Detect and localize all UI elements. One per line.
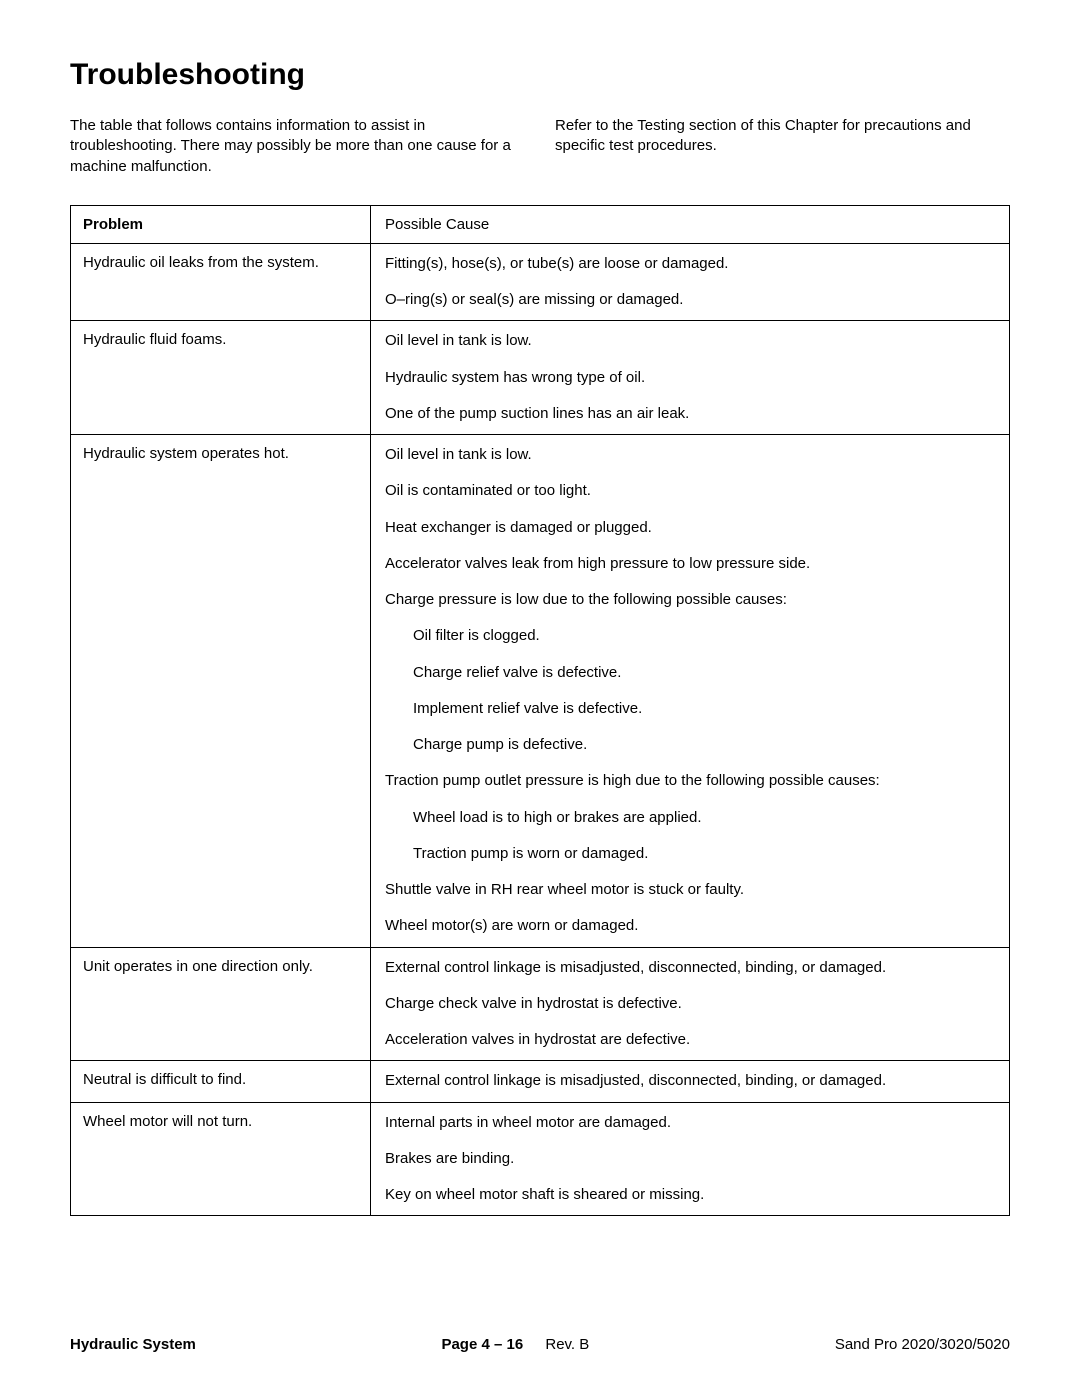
cause-line: Fitting(s), hose(s), or tube(s) are loos… xyxy=(385,254,995,274)
footer-right: Sand Pro 2020/3020/5020 xyxy=(835,1336,1010,1353)
footer-revision: Rev. B xyxy=(545,1336,589,1353)
cause-line: Oil level in tank is low. xyxy=(385,445,995,465)
cause-line: External control linkage is misadjusted,… xyxy=(385,958,995,978)
intro-left: The table that follows contains informat… xyxy=(70,116,525,177)
header-cause: Possible Cause xyxy=(371,205,1010,243)
sub-cause-line: Implement relief valve is defective. xyxy=(385,699,995,719)
footer-center: Page 4 – 16 Rev. B xyxy=(441,1336,589,1353)
problem-cell: Wheel motor will not turn. xyxy=(71,1102,371,1216)
sub-cause-line: Charge pump is defective. xyxy=(385,735,995,755)
cause-line: Acceleration valves in hydrostat are def… xyxy=(385,1030,995,1050)
sub-cause-line: Oil filter is clogged. xyxy=(385,626,995,646)
cause-line: Shuttle valve in RH rear wheel motor is … xyxy=(385,880,995,900)
cause-line: Accelerator valves leak from high pressu… xyxy=(385,554,995,574)
cause-line: One of the pump suction lines has an air… xyxy=(385,404,995,424)
sub-cause-line: Charge relief valve is defective. xyxy=(385,663,995,683)
page-footer: Hydraulic System Page 4 – 16 Rev. B Sand… xyxy=(70,1336,1010,1353)
problem-cell: Unit operates in one direction only. xyxy=(71,947,371,1061)
footer-page-number: Page 4 – 16 xyxy=(441,1336,523,1353)
header-problem: Problem xyxy=(71,205,371,243)
cause-cell: External control linkage is misadjusted,… xyxy=(371,1061,1010,1102)
table-row: Hydraulic fluid foams.Oil level in tank … xyxy=(71,321,1010,435)
sub-cause-line: Wheel load is to high or brakes are appl… xyxy=(385,808,995,828)
cause-cell: Fitting(s), hose(s), or tube(s) are loos… xyxy=(371,243,1010,321)
cause-line: Charge pressure is low due to the follow… xyxy=(385,590,995,610)
cause-line: Wheel motor(s) are worn or damaged. xyxy=(385,916,995,936)
cause-line: Key on wheel motor shaft is sheared or m… xyxy=(385,1185,995,1205)
troubleshooting-table: Problem Possible Cause Hydraulic oil lea… xyxy=(70,205,1010,1217)
cause-line: Hydraulic system has wrong type of oil. xyxy=(385,368,995,388)
cause-cell: Oil level in tank is low. Hydraulic syste… xyxy=(371,321,1010,435)
page: Troubleshooting The table that follows c… xyxy=(0,0,1080,1397)
problem-cell: Neutral is difficult to find. xyxy=(71,1061,371,1102)
table-row: Wheel motor will not turn. Internal parts… xyxy=(71,1102,1010,1216)
table-header-row: Problem Possible Cause xyxy=(71,205,1010,243)
cause-cell: External control linkage is misadjusted,… xyxy=(371,947,1010,1061)
problem-cell: Hydraulic fluid foams. xyxy=(71,321,371,435)
intro-columns: The table that follows contains informat… xyxy=(70,116,1010,177)
problem-cell: Hydraulic system operates hot. xyxy=(71,435,371,948)
table-row: Neutral is difficult to find. External co… xyxy=(71,1061,1010,1102)
cause-line: Oil level in tank is low. xyxy=(385,331,995,351)
cause-line: Charge check valve in hydrostat is defec… xyxy=(385,994,995,1014)
footer-left: Hydraulic System xyxy=(70,1336,196,1353)
cause-line: Traction pump outlet pressure is high du… xyxy=(385,771,995,791)
cause-line: Internal parts in wheel motor are damage… xyxy=(385,1113,995,1133)
table-row: Hydraulic oil leaks from the system. Fitt… xyxy=(71,243,1010,321)
page-title: Troubleshooting xyxy=(70,58,1010,92)
table-row: Hydraulic system operates hot.Oil level … xyxy=(71,435,1010,948)
cause-line: Brakes are binding. xyxy=(385,1149,995,1169)
intro-right: Refer to the Testing section of this Cha… xyxy=(555,116,1010,177)
cause-line: Heat exchanger is damaged or plugged. xyxy=(385,518,995,538)
problem-cell: Hydraulic oil leaks from the system. xyxy=(71,243,371,321)
cause-cell: Internal parts in wheel motor are damage… xyxy=(371,1102,1010,1216)
cause-line: External control linkage is misadjusted,… xyxy=(385,1071,995,1091)
cause-line: O–ring(s) or seal(s) are missing or dama… xyxy=(385,290,995,310)
table-row: Unit operates in one direction only. Exte… xyxy=(71,947,1010,1061)
cause-cell: Oil level in tank is low. Oil is contamin… xyxy=(371,435,1010,948)
cause-line: Oil is contaminated or too light. xyxy=(385,481,995,501)
sub-cause-line: Traction pump is worn or damaged. xyxy=(385,844,995,864)
